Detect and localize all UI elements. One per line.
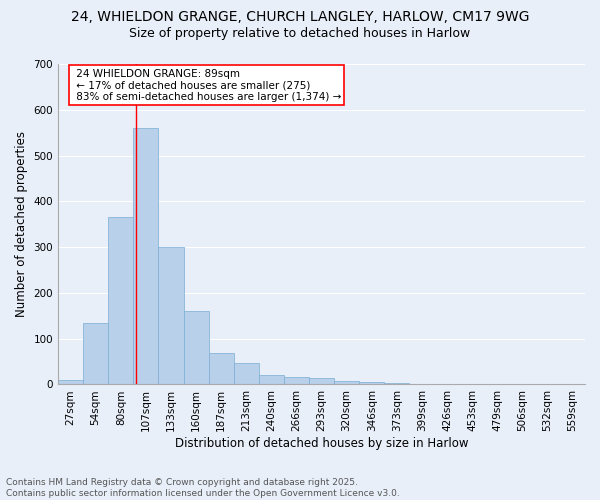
Bar [184, 311, 209, 384]
Bar [133, 128, 158, 384]
X-axis label: Distribution of detached houses by size in Harlow: Distribution of detached houses by size … [175, 437, 468, 450]
Bar [83, 322, 108, 384]
Text: Contains HM Land Registry data © Crown copyright and database right 2025.
Contai: Contains HM Land Registry data © Crown c… [6, 478, 400, 498]
Bar [158, 247, 184, 384]
Text: 24 WHIELDON GRANGE: 89sqm
 ← 17% of detached houses are smaller (275)
 83% of se: 24 WHIELDON GRANGE: 89sqm ← 17% of detac… [73, 68, 341, 102]
Bar [58, 380, 83, 384]
Text: Size of property relative to detached houses in Harlow: Size of property relative to detached ho… [130, 28, 470, 40]
Bar [209, 354, 233, 384]
Bar [233, 364, 259, 384]
Bar [359, 382, 384, 384]
Bar [284, 376, 309, 384]
Bar [309, 378, 334, 384]
Text: 24, WHIELDON GRANGE, CHURCH LANGLEY, HARLOW, CM17 9WG: 24, WHIELDON GRANGE, CHURCH LANGLEY, HAR… [71, 10, 529, 24]
Y-axis label: Number of detached properties: Number of detached properties [15, 131, 28, 317]
Bar [259, 376, 284, 384]
Bar [334, 381, 359, 384]
Bar [384, 383, 409, 384]
Bar [108, 218, 133, 384]
